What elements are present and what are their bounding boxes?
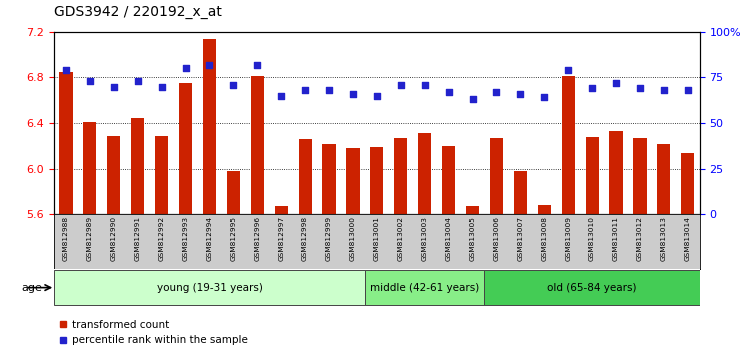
Text: GSM813008: GSM813008 [542,216,548,261]
Point [419,82,430,87]
Text: GSM813010: GSM813010 [590,216,596,261]
Text: GSM813004: GSM813004 [446,216,452,261]
Bar [586,137,598,214]
Text: GSM813001: GSM813001 [374,216,380,261]
Bar [657,143,670,214]
Point [442,89,454,95]
Bar [346,148,359,214]
Bar [179,83,192,214]
Point [682,87,694,93]
Bar [394,138,407,214]
Point [394,82,406,87]
Bar [322,143,335,214]
Text: GSM812997: GSM812997 [278,216,284,261]
Text: GSM813002: GSM813002 [398,216,404,261]
Bar [442,146,455,214]
Point [299,87,311,93]
Bar [59,72,73,214]
Point [251,62,263,68]
Bar [634,138,646,214]
Text: GSM813005: GSM813005 [470,216,476,261]
Bar [251,76,264,214]
Point [275,93,287,98]
Point [227,82,239,87]
Text: GSM813006: GSM813006 [494,216,500,261]
Bar [370,147,383,214]
Text: GSM812989: GSM812989 [87,216,93,261]
Point [514,91,526,97]
Text: GSM813000: GSM813000 [350,216,356,261]
Point [179,65,191,71]
Text: GSM812988: GSM812988 [63,216,69,261]
Text: GSM812995: GSM812995 [230,216,236,261]
Point [538,95,550,100]
Point [60,67,72,73]
Bar [226,171,240,214]
Point [132,78,144,84]
Text: GSM813003: GSM813003 [422,216,428,261]
Bar [538,205,550,214]
Point [203,62,215,68]
Text: GSM812998: GSM812998 [302,216,308,261]
Bar [562,76,574,214]
Bar [83,122,97,214]
Bar [484,270,700,306]
Text: GSM813007: GSM813007 [518,216,524,261]
Text: GSM813011: GSM813011 [613,216,619,261]
Text: GSM812991: GSM812991 [135,216,141,261]
Text: GSM812999: GSM812999 [326,216,332,261]
Text: GSM813009: GSM813009 [566,216,572,261]
Text: GSM812990: GSM812990 [111,216,117,261]
Legend: transformed count, percentile rank within the sample: transformed count, percentile rank withi… [59,320,248,345]
Point [586,86,598,91]
Bar [203,39,216,214]
Point [323,87,335,93]
Point [658,87,670,93]
Point [490,89,502,95]
Bar [490,138,503,214]
Bar [681,153,694,214]
Bar [466,206,479,214]
Point [634,86,646,91]
Point [108,84,120,90]
Point [347,91,359,97]
Text: GSM813014: GSM813014 [685,216,691,261]
Text: GSM812996: GSM812996 [254,216,260,261]
Bar [54,270,365,306]
Text: middle (42-61 years): middle (42-61 years) [370,282,479,293]
Bar [610,131,622,214]
Text: GSM813013: GSM813013 [661,216,667,261]
Text: young (19-31 years): young (19-31 years) [157,282,262,293]
Point [370,93,382,98]
Text: GSM813012: GSM813012 [637,216,643,261]
Text: GSM812992: GSM812992 [159,216,165,261]
Bar [107,136,120,214]
Text: GDS3942 / 220192_x_at: GDS3942 / 220192_x_at [54,5,222,19]
Point [610,80,622,86]
Point [84,78,96,84]
Bar [419,133,431,214]
Text: old (65-84 years): old (65-84 years) [548,282,637,293]
Bar [365,270,484,306]
Text: age: age [21,282,42,293]
Bar [131,119,144,214]
Bar [274,206,288,214]
Bar [298,139,312,214]
Point [562,67,574,73]
Bar [155,136,168,214]
Text: GSM812993: GSM812993 [182,216,188,261]
Text: GSM812994: GSM812994 [206,216,212,261]
Point [466,97,478,102]
Point [156,84,168,90]
Bar [514,171,527,214]
